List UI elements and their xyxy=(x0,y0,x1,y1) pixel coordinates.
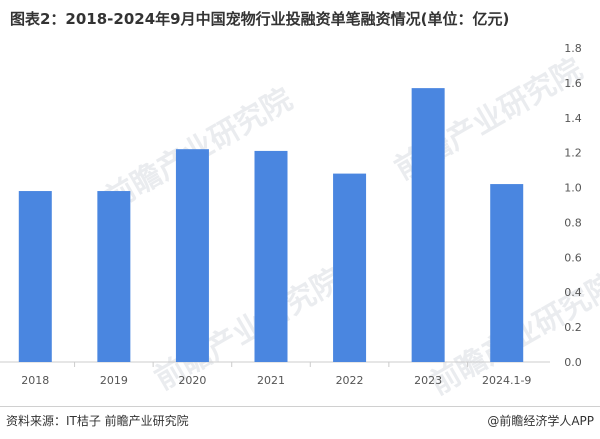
y-tick-label: 1.8 xyxy=(564,42,582,55)
y-tick-label: 0.8 xyxy=(564,216,582,229)
x-tick-label: 2018 xyxy=(21,374,49,387)
y-tick-label: 0.0 xyxy=(564,356,582,369)
x-tick-label: 2024.1-9 xyxy=(482,374,531,387)
brand-credit: @前瞻经济学人APP xyxy=(487,414,594,428)
x-tick-label: 2020 xyxy=(178,374,206,387)
bar-2023 xyxy=(411,88,445,362)
y-tick-label: 0.2 xyxy=(564,321,582,334)
y-tick-label: 1.0 xyxy=(564,182,582,195)
y-tick-label: 0.4 xyxy=(564,286,582,299)
bar-2020 xyxy=(175,149,209,362)
x-tick-label: 2019 xyxy=(100,374,128,387)
bar-2021 xyxy=(254,150,288,362)
bar-2019 xyxy=(97,191,131,362)
footer-divider xyxy=(0,406,600,407)
y-tick-label: 0.6 xyxy=(564,251,582,264)
x-tick-label: 2022 xyxy=(336,374,364,387)
x-tick-label: 2021 xyxy=(257,374,285,387)
bar-2022 xyxy=(333,173,367,362)
x-tick-label: 2023 xyxy=(414,374,442,387)
bar-2018 xyxy=(18,191,52,362)
y-tick-label: 1.6 xyxy=(564,77,582,90)
source-note: 资料来源：IT桔子 前瞻产业研究院 xyxy=(6,414,189,428)
y-tick-label: 1.4 xyxy=(564,112,582,125)
y-tick-label: 1.2 xyxy=(564,147,582,160)
chart-title: 图表2：2018-2024年9月中国宠物行业投融资单笔融资情况(单位：亿元) xyxy=(10,10,510,28)
bar-chart: 0.0 0.2 0.4 0.6 0.8 1.0 1.2 1.4 1.6 1.8 2018 2019 20… xyxy=(0,42,582,387)
bar-2024.1-9 xyxy=(490,184,524,362)
